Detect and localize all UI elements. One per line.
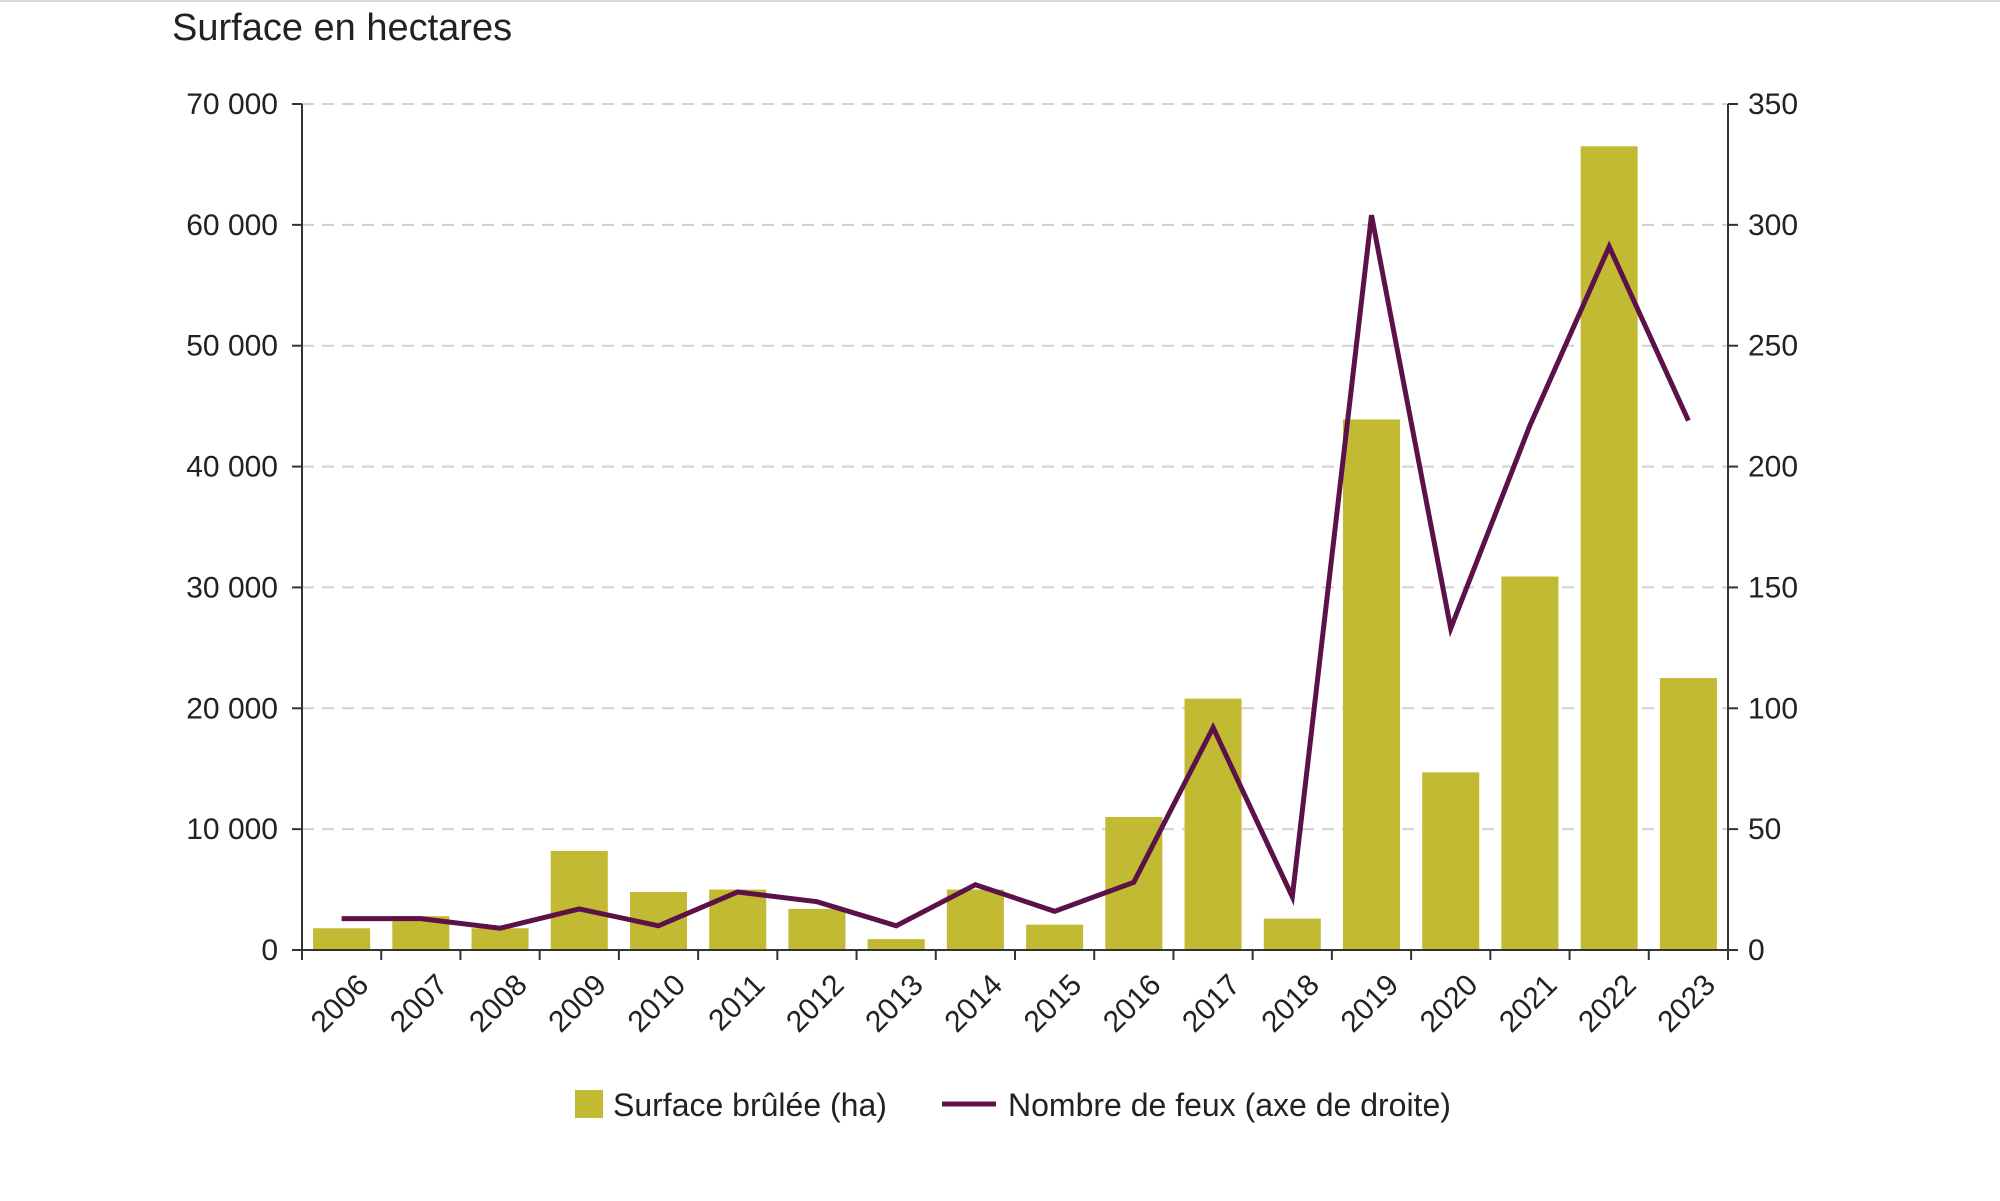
right-tick-label: 250 <box>1748 330 1798 363</box>
legend-bar-label: Surface brûlée (ha) <box>613 1087 887 1123</box>
bar-2022 <box>1580 146 1638 951</box>
left-tick-label: 0 <box>261 934 278 967</box>
bar-2023 <box>1659 678 1717 950</box>
bar-2008 <box>471 928 529 950</box>
x-tick-label: 2018 <box>1255 968 1326 1039</box>
x-tick-label: 2021 <box>1493 968 1564 1039</box>
left-tick-label: 20 000 <box>186 692 278 725</box>
bar-2015 <box>1026 924 1084 950</box>
x-tick-label: 2008 <box>463 968 534 1039</box>
top-divider <box>0 0 2000 2</box>
right-tick-label: 50 <box>1748 813 1781 846</box>
bar-2013 <box>867 939 925 950</box>
bar-2019 <box>1342 419 1401 950</box>
x-tick-label: 2013 <box>859 968 930 1039</box>
right-tick-label: 350 <box>1748 88 1798 121</box>
x-tick-label: 2007 <box>384 968 455 1039</box>
legend: Surface brûlée (ha) Nombre de feux (axe … <box>575 1087 1451 1123</box>
x-tick-label: 2019 <box>1335 968 1406 1039</box>
line-group <box>341 214 1691 931</box>
x-tick-label: 2015 <box>1018 968 1089 1039</box>
right-tick-label: 300 <box>1748 209 1798 242</box>
bar-2017 <box>1184 698 1242 950</box>
legend-line-label: Nombre de feux (axe de droite) <box>1008 1087 1451 1123</box>
bar-2020 <box>1422 772 1480 950</box>
bar-2021 <box>1501 576 1559 950</box>
x-tick-label: 2006 <box>305 968 376 1039</box>
bar-2006 <box>313 928 371 950</box>
x-tick-label: 2009 <box>542 968 613 1039</box>
left-tick-label: 50 000 <box>186 330 278 363</box>
bar-2012 <box>788 908 846 950</box>
bar-2018 <box>1263 918 1321 950</box>
bar-2014 <box>946 889 1004 950</box>
right-tick-label: 150 <box>1748 571 1798 604</box>
x-tick-label: 2014 <box>939 968 1010 1039</box>
fires-line <box>341 214 1691 931</box>
left-tick-label: 10 000 <box>186 813 278 846</box>
left-tick-label: 40 000 <box>186 451 278 484</box>
x-tick-label: 2022 <box>1572 968 1643 1039</box>
x-tick-label: 2012 <box>780 968 851 1039</box>
x-tick-label: 2010 <box>622 968 693 1039</box>
left-tick-label: 70 000 <box>186 88 278 121</box>
x-tick-label: 2017 <box>1176 968 1247 1039</box>
x-tick-label: 2020 <box>1414 968 1485 1039</box>
left-tick-label: 60 000 <box>186 209 278 242</box>
x-tick-label: 2016 <box>1097 968 1168 1039</box>
bars-group <box>313 146 1717 951</box>
right-tick-label: 200 <box>1748 451 1798 484</box>
left-tick-label: 30 000 <box>186 571 278 604</box>
grid-lines <box>302 103 1728 831</box>
x-tick-label: 2023 <box>1652 968 1723 1039</box>
right-tick-label: 100 <box>1748 692 1798 725</box>
y-axis-title: Surface en hectares <box>172 7 512 49</box>
right-tick-label: 0 <box>1748 934 1765 967</box>
x-tick-label: 2011 <box>702 968 771 1037</box>
legend-bar-swatch <box>575 1090 603 1118</box>
bar-2009 <box>550 850 608 950</box>
